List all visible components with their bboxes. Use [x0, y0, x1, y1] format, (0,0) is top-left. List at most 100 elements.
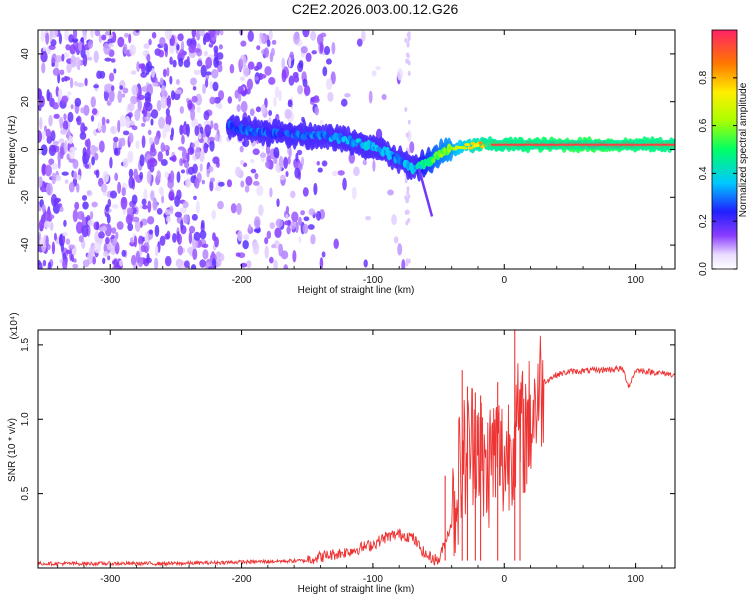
noise-speck	[38, 176, 43, 188]
noise-speck	[176, 78, 180, 86]
noise-speck	[205, 74, 209, 80]
noise-speck	[387, 189, 394, 196]
noise-speck	[285, 213, 289, 220]
noise-speck	[158, 116, 166, 129]
noise-speck	[143, 43, 150, 49]
snr-panel: -300 -200 -100 0 100 0.5 1.0 1.5 Height of stra…	[7, 312, 676, 595]
noise-speck	[161, 195, 165, 204]
noise-speck	[80, 212, 85, 221]
noise-speck	[273, 147, 280, 159]
noise-speck	[177, 260, 182, 269]
noise-speck	[310, 31, 317, 41]
noise-speck	[252, 241, 260, 255]
noise-speck	[327, 91, 334, 102]
noise-speck	[293, 31, 300, 45]
noise-speck	[297, 84, 304, 95]
noise-speck	[193, 69, 201, 76]
noise-speck	[165, 113, 172, 127]
colorbar-tick-label: 0.0	[698, 262, 709, 276]
noise-speck	[66, 62, 72, 73]
noise-speck	[80, 122, 86, 135]
noise-speck	[397, 67, 404, 81]
noise-speck	[68, 244, 75, 250]
noise-speck	[203, 32, 211, 43]
noise-speck	[104, 223, 112, 237]
noise-speck	[120, 196, 128, 210]
noise-speck	[134, 108, 141, 121]
noise-speck	[101, 122, 107, 134]
noise-speck	[141, 122, 146, 127]
ridge-core	[465, 143, 471, 147]
noise-speck	[202, 249, 209, 260]
noise-speck	[264, 66, 272, 76]
noise-speck	[124, 32, 129, 38]
noise-speck	[203, 110, 210, 121]
noise-speck	[92, 256, 97, 265]
noise-speck	[237, 86, 244, 95]
colorbar: 0.0 0.2 0.4 0.6 0.8 Normalized spectral ampl…	[698, 29, 749, 276]
noise-speck	[53, 113, 60, 119]
noise-speck	[226, 179, 233, 188]
spectrogram-y-axis-label: Frequency (Hz)	[7, 116, 18, 185]
noise-speck	[90, 30, 94, 39]
noise-speck	[45, 182, 53, 196]
noise-speck	[248, 223, 252, 231]
noise-speck	[122, 158, 129, 168]
noise-speck	[259, 152, 267, 158]
noise-speck	[61, 53, 65, 62]
noise-speck	[128, 132, 134, 144]
noise-speck	[45, 235, 49, 248]
noise-speck	[303, 85, 311, 97]
noise-speck	[191, 213, 198, 221]
noise-speck	[80, 107, 85, 114]
noise-speck	[171, 154, 177, 163]
noise-speck	[80, 36, 84, 43]
noise-speck	[246, 260, 252, 268]
noise-speck	[235, 252, 241, 257]
figure-title: C2E2.2026.003.00.12.G26	[292, 1, 459, 17]
noise-speck	[227, 96, 233, 104]
noise-speck	[256, 185, 264, 197]
noise-speck	[54, 197, 62, 203]
noise-speck	[109, 190, 118, 199]
noise-speck	[110, 58, 116, 63]
noise-speck	[179, 106, 184, 114]
noise-speck	[249, 108, 255, 117]
noise-speck	[365, 215, 372, 221]
noise-speck	[212, 156, 220, 164]
noise-speck	[186, 152, 190, 163]
noise-speck	[72, 209, 78, 223]
noise-speck	[391, 214, 397, 226]
noise-speck	[59, 69, 65, 76]
noise-speck	[254, 172, 259, 180]
noise-speck	[91, 108, 98, 116]
noise-speck	[164, 30, 173, 40]
noise-speck	[76, 183, 80, 193]
noise-speck	[259, 73, 267, 79]
noise-speck	[169, 170, 175, 183]
noise-speck	[407, 194, 411, 200]
noise-speck	[102, 257, 106, 265]
noise-speck	[162, 127, 167, 139]
noise-speck	[202, 132, 207, 138]
ridge-core	[431, 157, 436, 164]
noise-speck	[146, 170, 152, 184]
noise-speck	[154, 244, 159, 257]
noise-speck	[273, 157, 278, 165]
noise-speck	[303, 216, 310, 222]
noise-speck	[312, 97, 320, 103]
colorbar-gradient	[711, 29, 738, 270]
noise-speck	[138, 235, 144, 246]
noise-speck	[180, 169, 186, 174]
noise-speck	[159, 77, 164, 86]
noise-speck	[45, 128, 52, 138]
noise-speck	[97, 121, 102, 132]
colorbar-tick-label: 0.6	[698, 118, 709, 132]
noise-speck	[194, 125, 200, 136]
noise-speck	[119, 259, 124, 267]
noise-speck	[164, 255, 172, 267]
noise-speck	[191, 118, 199, 128]
noise-speck	[229, 63, 235, 74]
noise-speck	[176, 171, 181, 183]
noise-speck	[193, 140, 200, 149]
